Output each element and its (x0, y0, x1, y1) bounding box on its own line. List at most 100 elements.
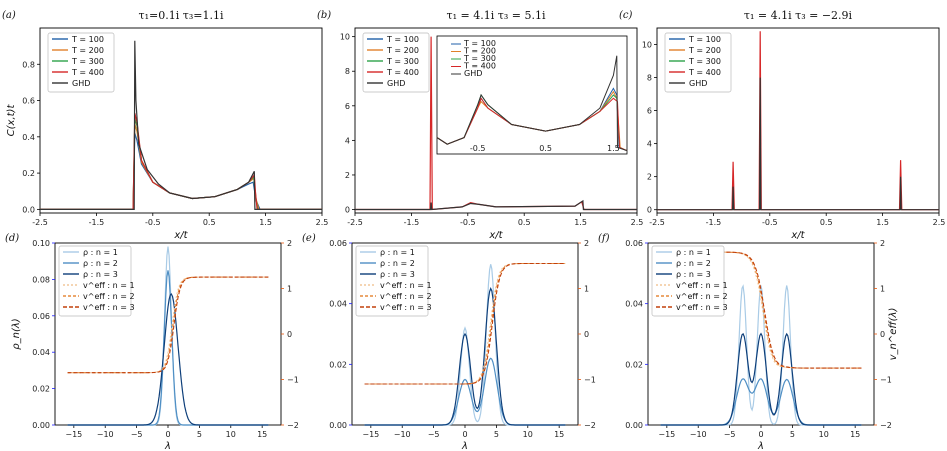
b-inset-xtick-label: 0.5 (539, 144, 552, 153)
d-ytick-label: 0.06 (32, 312, 50, 321)
e-xtick-label: 5 (494, 430, 499, 439)
c-legend-label: T = 300 (688, 57, 721, 66)
b-xtick-label: 2.5 (631, 218, 644, 227)
e-y2tick-label: 1 (584, 285, 589, 294)
c-legend-label: T = 400 (688, 68, 721, 77)
f-rho-n2-line (660, 378, 862, 426)
a-xtick-label: -0.5 (145, 218, 161, 227)
d-xlabel: λ (164, 441, 171, 451)
f-legend-label: v^eff : n = 1 (676, 281, 728, 290)
c-ytick-label: 2 (647, 173, 652, 182)
c-series-line (657, 77, 939, 211)
d-y2tick-label: −2 (287, 421, 299, 430)
b-ytick-label: 2 (345, 171, 350, 180)
e-rho-n2-line (364, 357, 566, 426)
d-legend-label: ρ : n = 3 (83, 270, 118, 279)
f-y2tick-label: −2 (880, 421, 892, 430)
b-ytick-label: 0 (345, 206, 350, 215)
c-legend-label: GHD (689, 79, 707, 88)
d-ytick-label: 0.08 (32, 275, 50, 284)
c-xtick-label: -2.5 (649, 218, 665, 227)
a-xlabel: x/t (173, 230, 188, 241)
b-inset-legend-label: T = 400 (463, 62, 496, 71)
f-rho-n3-line (660, 332, 862, 426)
a-xtick-label: -2.5 (32, 218, 48, 227)
b-ytick-label: 6 (345, 102, 350, 111)
e-xtick-label: −10 (394, 430, 411, 439)
b-title: τ₁ = 4.1i τ₃ = 5.1i (447, 9, 546, 22)
panel-b: -2.5 -1.5 -0.5 0.5 1.5 2.5 0 2 4 6 8 10 (b) τ₁ = 4.1i… (317, 9, 643, 241)
c-xtick-label: -0.5 (762, 218, 778, 227)
f-xtick-label: 5 (790, 430, 795, 439)
d-ytick-label: 0.04 (32, 348, 50, 357)
f-y2tick-label: 1 (880, 285, 885, 294)
d-y2tick-label: 2 (287, 239, 292, 248)
c-xtick-label: 0.5 (820, 218, 833, 227)
b-inset-legend-label: T = 200 (463, 47, 496, 56)
e-legend-label: v^eff : n = 3 (380, 303, 432, 312)
f-legend-label: ρ : n = 2 (676, 259, 711, 268)
b-legend-label: T = 100 (386, 35, 419, 44)
f-ytick-label: 0.00 (625, 421, 643, 430)
f-xtick-label: −10 (690, 430, 707, 439)
a-legend-label: T = 400 (71, 68, 104, 77)
c-ytick-label: 4 (647, 140, 652, 149)
d-xtick-label: 15 (257, 430, 267, 439)
c-legend-label: T = 200 (688, 46, 721, 55)
e-xlabel: λ (461, 441, 468, 451)
c-ytick-label: 10 (642, 41, 652, 50)
b-inset-legend-label: GHD (464, 69, 482, 78)
e-ytick-label: 0.06 (329, 239, 347, 248)
a-xtick-label: 0.5 (203, 218, 216, 227)
d-legend-label: ρ : n = 2 (83, 259, 118, 268)
b-inset-series-line (436, 55, 628, 152)
d-legend-label: v^eff : n = 2 (83, 292, 135, 301)
a-series-line (40, 113, 322, 210)
d-xtick-label: −5 (131, 430, 143, 439)
f-xtick-label: 15 (850, 430, 860, 439)
a-legend-label: T = 300 (71, 57, 104, 66)
c-legend-box (664, 32, 732, 93)
c-title: τ₁ = 4.1i τ₃ = −2.9i (744, 9, 853, 22)
b-ytick-label: 10 (340, 33, 350, 42)
e-y2tick-label: 0 (584, 330, 589, 339)
a-legend-box (47, 32, 115, 93)
d-xtick-label: 0 (165, 430, 170, 439)
e-y2tick-label: −2 (584, 421, 596, 430)
c-panel-label: (c) (619, 10, 633, 21)
d-xtick-label: 10 (226, 430, 236, 439)
a-xtick-label: -1.5 (89, 218, 105, 227)
e-xtick-label: 15 (554, 430, 564, 439)
e-ytick-label: 0.04 (329, 300, 347, 309)
f-xtick-label: 10 (819, 430, 829, 439)
f-legend-label: ρ : n = 1 (676, 248, 711, 257)
d-veff-n3-line (67, 276, 269, 374)
d-y2tick-label: 0 (287, 330, 292, 339)
panel-f: −15 −10 −5 0 5 10 150.000.020.040.06−2−1012(f)… (598, 233, 899, 451)
a-series-line (40, 133, 322, 210)
e-legend-label: v^eff : n = 1 (380, 281, 432, 290)
f-legend-label: v^eff : n = 2 (676, 292, 728, 301)
f-ytick-label: 0.04 (625, 300, 643, 309)
e-rho-n3-line (364, 286, 566, 426)
b-xtick-label: -2.5 (347, 218, 363, 227)
f-legend-label: v^eff : n = 3 (676, 303, 728, 312)
a-ylabel: C(x,t)t (6, 104, 17, 137)
c-xtick-label: -1.5 (706, 218, 722, 227)
d-legend-label: v^eff : n = 1 (83, 281, 135, 290)
b-legend-label: T = 400 (386, 68, 419, 77)
c-series-line (657, 31, 939, 211)
b-xtick-label: -0.5 (460, 218, 476, 227)
c-xtick-label: 1.5 (876, 218, 889, 227)
b-legend-label: T = 300 (386, 57, 419, 66)
d-rho-n3-line (67, 292, 269, 426)
d-legend-label: v^eff : n = 3 (83, 303, 135, 312)
f-xtick-label: −15 (658, 430, 675, 439)
b-legend-label: T = 200 (386, 46, 419, 55)
f-xtick-label: 0 (758, 430, 763, 439)
d-ytick-label: 0.02 (32, 385, 50, 394)
f-ytick-label: 0.02 (625, 360, 643, 369)
